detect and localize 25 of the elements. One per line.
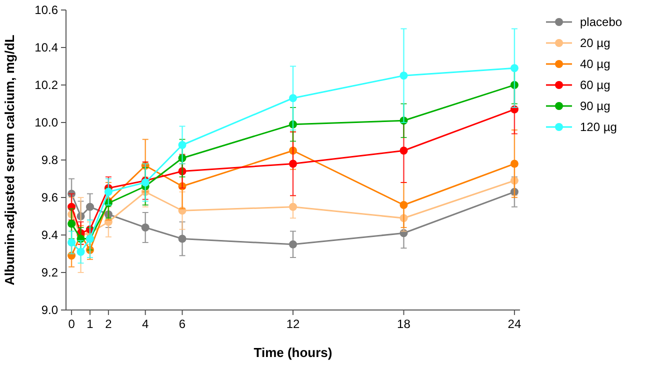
y-tick-label: 9.6 (41, 190, 58, 204)
x-tick-label: 18 (397, 317, 411, 331)
y-tick-label: 10.6 (34, 3, 58, 17)
y-tick-label: 10.4 (34, 40, 58, 54)
x-tick-label: 12 (286, 317, 300, 331)
legend-label: 90 µg (580, 99, 610, 113)
y-tick-label: 9.0 (41, 303, 58, 317)
y-tick-label: 9.2 (41, 266, 58, 280)
legend-label: placebo (580, 15, 622, 29)
x-axis-title: Time (hours) (254, 345, 332, 360)
y-axis-title: Albumin-adjusted serum calcium, mg/dL (2, 34, 17, 286)
legend-label: 120 µg (580, 120, 617, 134)
x-tick-label: 4 (142, 317, 150, 331)
y-tick-label: 10.2 (34, 78, 58, 92)
y-tick-label: 9.8 (41, 153, 58, 167)
y-tick-label: 9.4 (41, 228, 58, 242)
x-tick-label: 6 (178, 317, 186, 331)
legend-label: 40 µg (580, 57, 610, 71)
x-tick-label: 2 (105, 317, 112, 331)
legend-label: 20 µg (580, 36, 610, 50)
legend-label: 60 µg (580, 78, 610, 92)
y-tick-label: 10.0 (34, 116, 58, 130)
x-tick-label: 0 (68, 317, 76, 331)
x-tick-label: 1 (86, 317, 94, 331)
x-tick-label: 24 (508, 317, 522, 331)
